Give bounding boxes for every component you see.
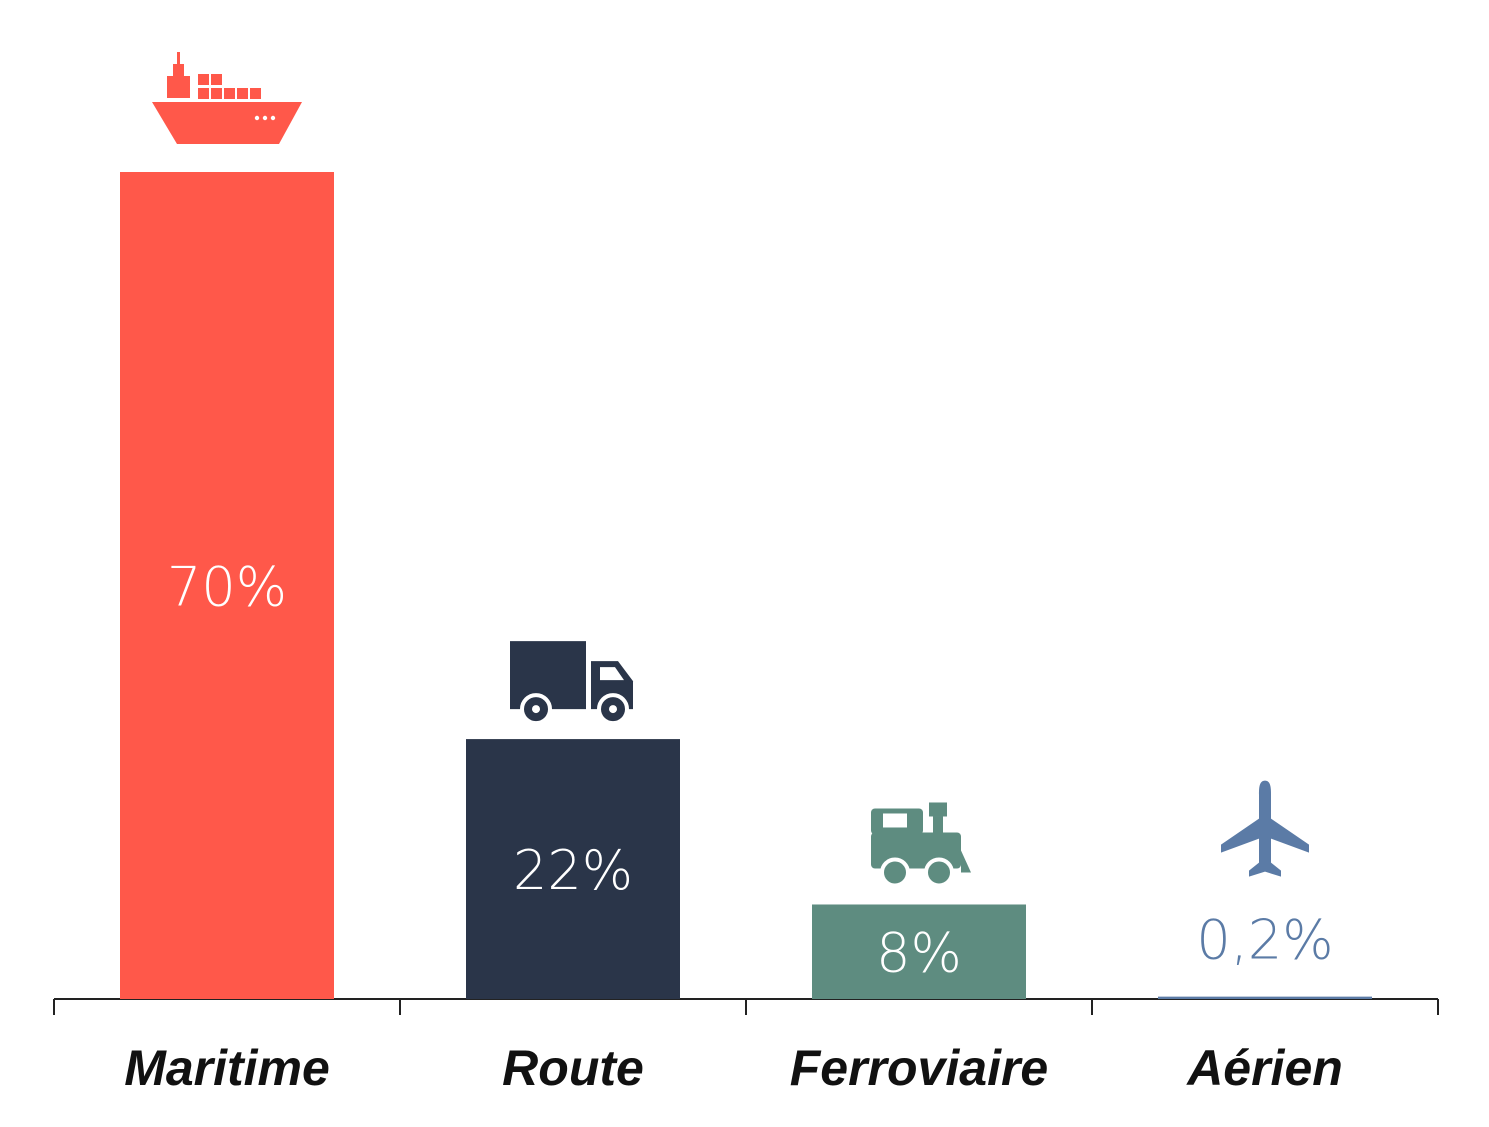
train-icon [871, 802, 971, 888]
truck-icon [510, 641, 633, 726]
data-label-2: 8% [876, 922, 962, 985]
category-label-3: Aérien [1185, 1040, 1343, 1096]
category-label-1: Route [502, 1040, 644, 1096]
bar-1 [466, 739, 680, 999]
bar-2 [812, 904, 1026, 999]
data-label-3: 0,2% [1196, 909, 1333, 972]
bar-3 [1158, 996, 1372, 999]
category-label-0: Maritime [124, 1040, 330, 1096]
bar-0 [120, 172, 334, 999]
category-label-2: Ferroviaire [790, 1040, 1048, 1096]
ship-icon [152, 52, 302, 144]
data-label-1: 22% [513, 839, 633, 902]
airplane-icon [1221, 780, 1309, 877]
data-label-0: 70% [167, 556, 287, 619]
